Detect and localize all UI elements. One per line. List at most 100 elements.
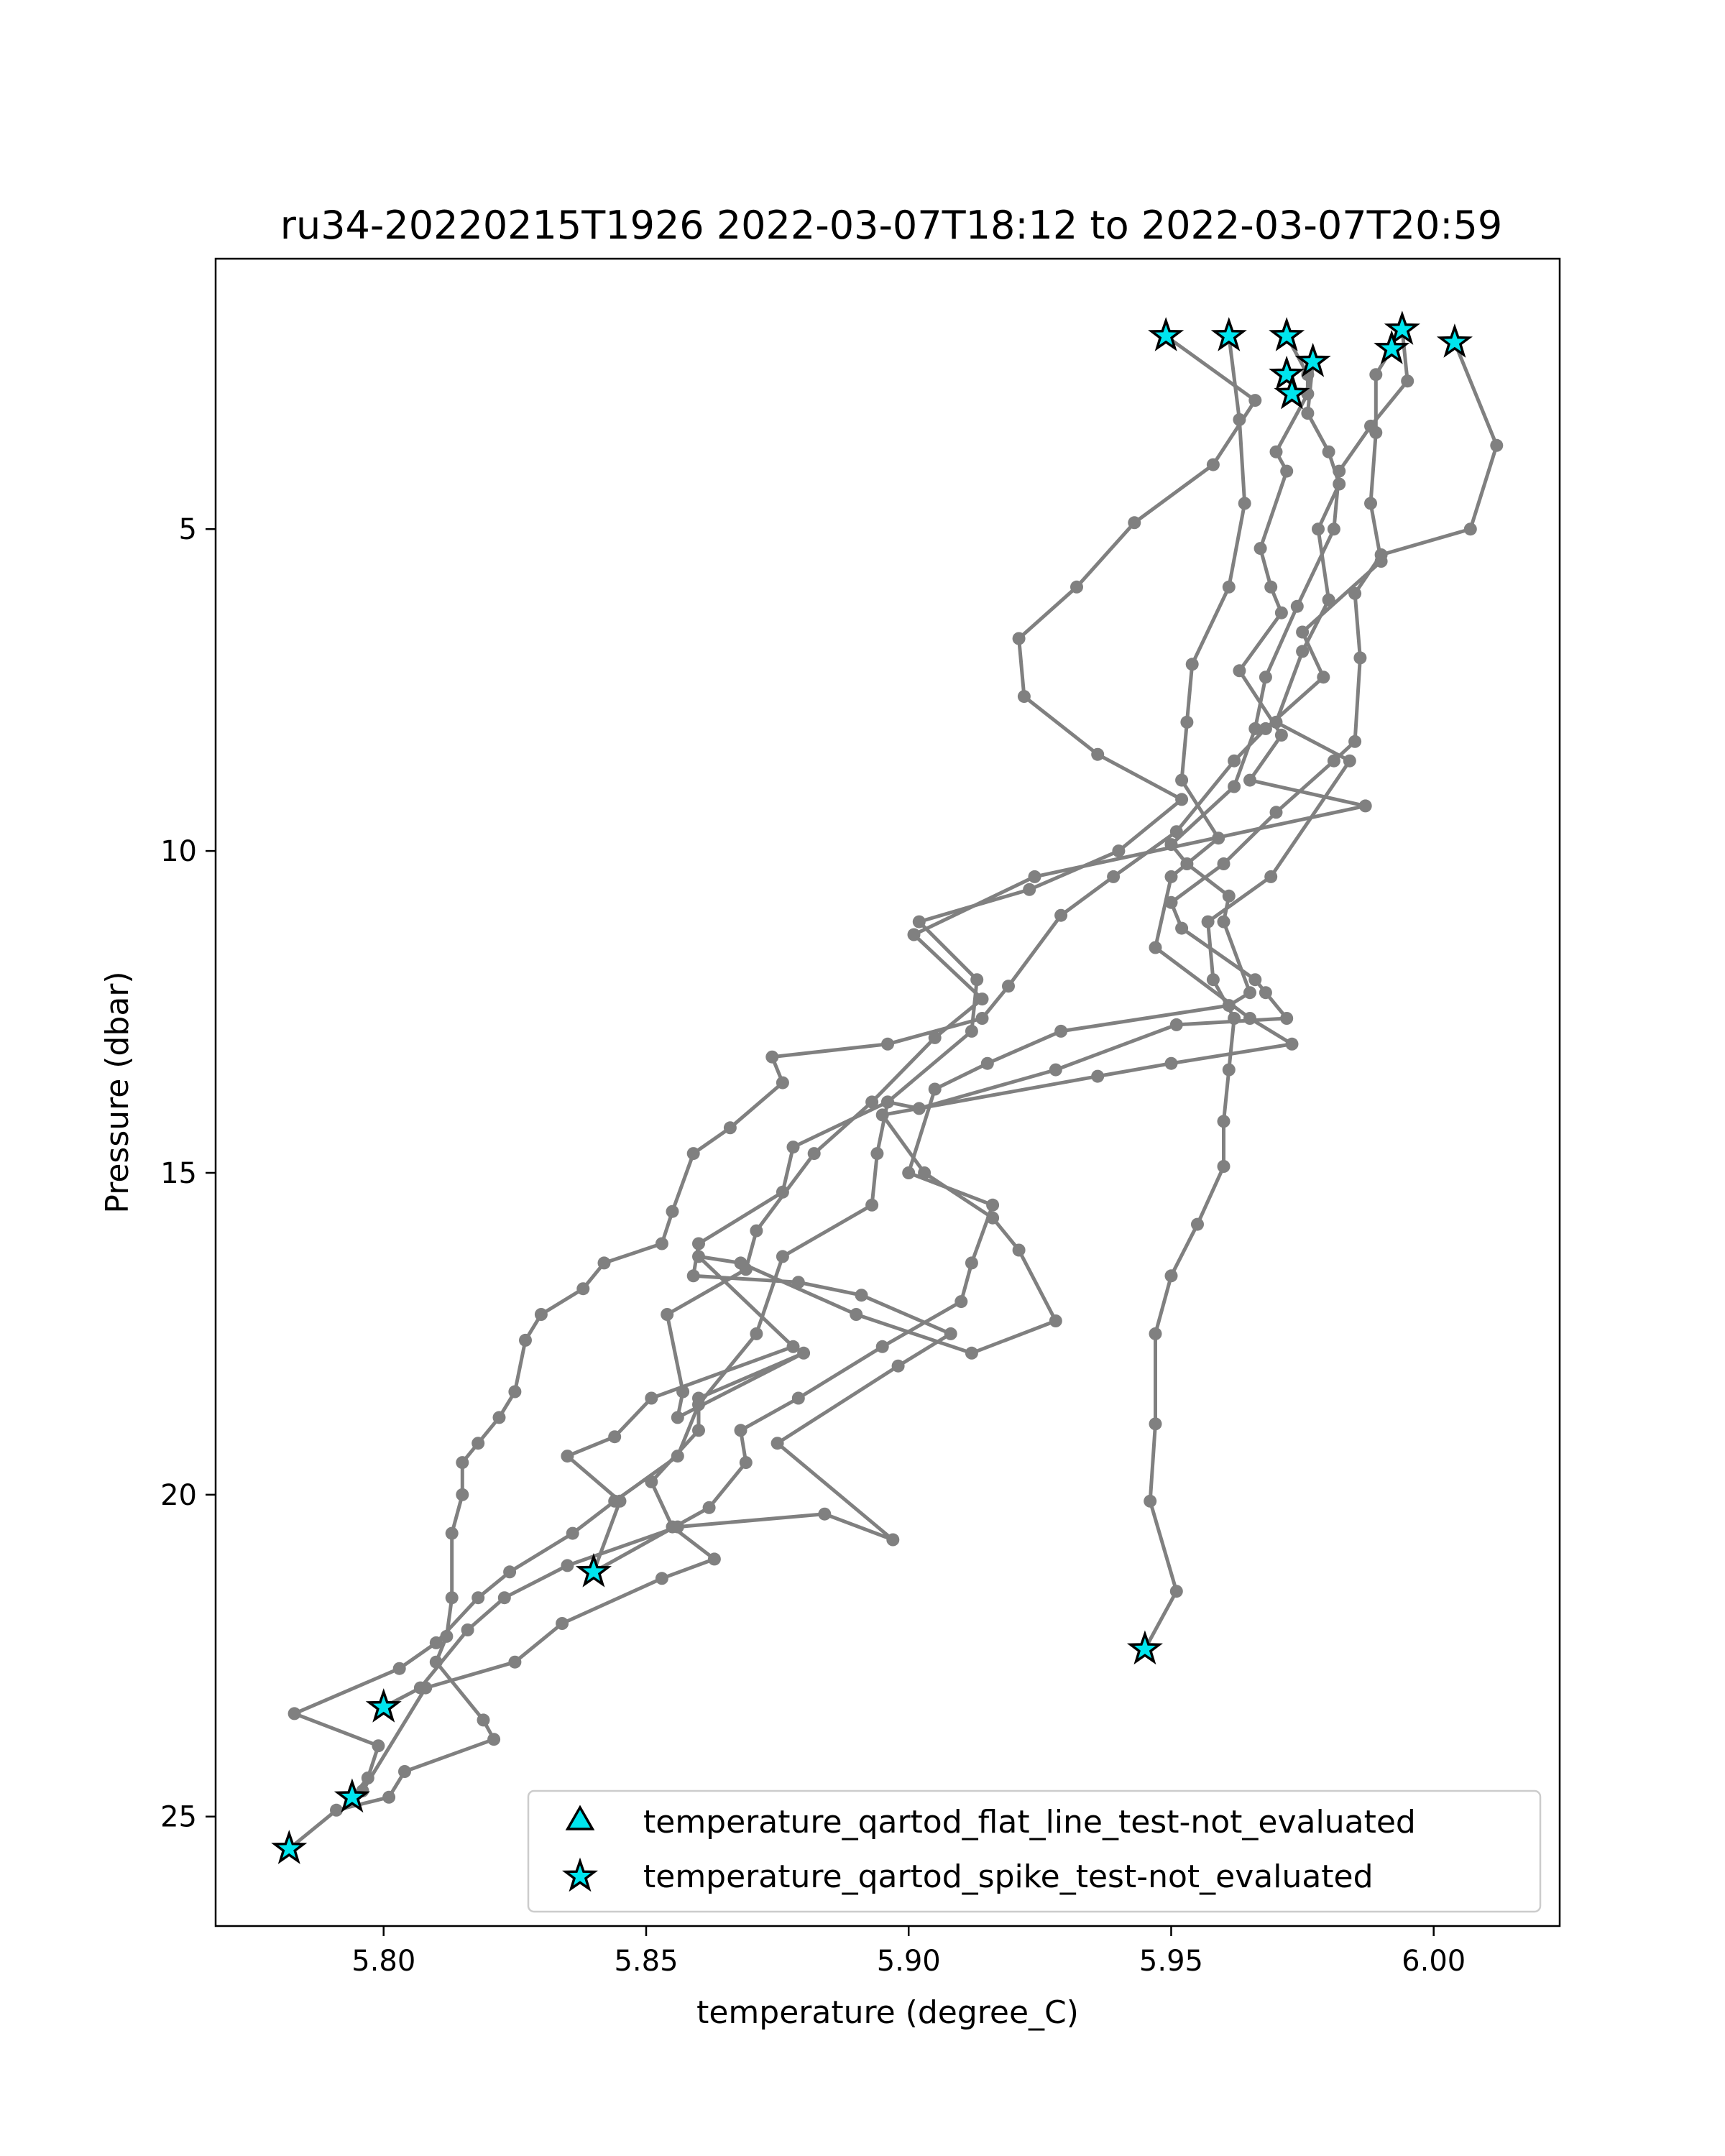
profile-point [497,1591,511,1605]
profile-point [1269,715,1283,729]
profile-point [797,1346,811,1360]
legend-star-icon [561,1857,599,1892]
profile-line [592,329,1409,1574]
profile-point [1238,497,1251,510]
profile-point [645,1391,658,1405]
spike-flag-star [1269,355,1305,390]
profile-point [881,1095,894,1109]
profile-point [508,1385,522,1399]
profile-point [1175,773,1189,787]
x-tick-label: 5.85 [614,1945,678,1978]
spike-flag-star [365,1688,402,1723]
profile-point [850,1308,863,1321]
profile-point [1343,754,1356,768]
profile-point [1175,921,1189,935]
profile-series [586,323,1414,1579]
profile-point [1201,915,1215,929]
profile-point [1149,1417,1162,1431]
profile-point [1028,870,1041,883]
profile-series [356,329,1372,1797]
profile-point [1180,715,1194,729]
profile-point [429,1655,443,1669]
profile-point [661,1308,674,1321]
spike-flag-star [1148,317,1184,351]
profile-point [1002,980,1015,993]
profile-point [1322,445,1335,459]
spike-flag-star [1436,323,1473,358]
y-tick-label: 5 [179,513,197,546]
profile-point [1248,722,1262,735]
profile-point [655,1237,668,1250]
y-tick-label: 10 [160,835,197,868]
spike-flag-star [1294,342,1331,377]
profile-point [975,992,989,1006]
x-tick-label: 5.80 [351,1945,415,1978]
profile-point [1274,728,1288,742]
profile-point [1364,497,1377,510]
profile-point [645,1475,658,1488]
profile-point [807,1147,821,1161]
profile-point [1180,857,1194,870]
profile-point [1369,368,1383,382]
profile-point [776,1076,789,1089]
profile-point [865,1095,879,1109]
profile-series [282,342,1399,1856]
profile-line [361,335,1368,1792]
y-axis-ticks: 5 10 15 20 25 [160,513,216,1834]
profile-point [372,1739,385,1753]
profile-point [855,1289,868,1302]
profile-point [786,1340,800,1353]
profile-point [1243,1012,1256,1025]
profile-point [508,1655,522,1669]
profile-point [1185,658,1199,671]
y-tick-label: 20 [160,1479,197,1512]
profile-point [1259,986,1272,1000]
profile-point [1164,1269,1178,1283]
profile-point [1243,773,1256,787]
legend-box [527,1789,1542,1913]
profile-point [1322,593,1335,607]
profile-point [655,1572,668,1585]
y-axis-label: Pressure (dbar) [99,971,136,1213]
profile-point [1228,780,1241,793]
profile-point [1269,445,1283,459]
profile-point [1169,1585,1183,1598]
profile-point [1169,1018,1183,1031]
profile-point [765,1050,779,1064]
profile-point [1222,580,1236,594]
profile-point [965,1346,978,1360]
profile-point [776,1250,789,1263]
profile-point [739,1263,753,1276]
profile-point [1217,1160,1230,1173]
profile-point [1054,1024,1068,1038]
profile-point [891,1359,905,1373]
profile-line [288,348,1394,1851]
profile-point [676,1385,690,1399]
profile-point [686,1269,700,1283]
profile-point [445,1526,459,1540]
profile-point [928,1031,942,1044]
profile-point [1149,1327,1162,1340]
profile-point [818,1507,832,1521]
spike-flag-star [1374,330,1410,364]
legend-label: temperature_qartod_flat_line_test-not_ev… [643,1804,1416,1841]
spike-flag-star [334,1778,370,1813]
profile-point [1017,690,1031,704]
profile-point [1012,632,1026,645]
profile-point [1054,908,1068,922]
profile-point [1333,464,1346,478]
profile-point [487,1733,501,1746]
profile-point [1369,425,1383,439]
profile-point [503,1565,517,1579]
profile-point [1206,973,1220,987]
profile-point [1280,464,1294,478]
profile-point [692,1424,705,1437]
legend-label: temperature_qartod_spike_test-not_evalua… [643,1858,1374,1895]
profile-point [1248,394,1262,407]
profile-point [1264,580,1278,594]
profile-point [1217,915,1230,929]
profile-point [1259,722,1272,735]
profile-point [330,1803,343,1817]
profile-point [986,1198,1000,1212]
profile-point [1049,1314,1062,1327]
